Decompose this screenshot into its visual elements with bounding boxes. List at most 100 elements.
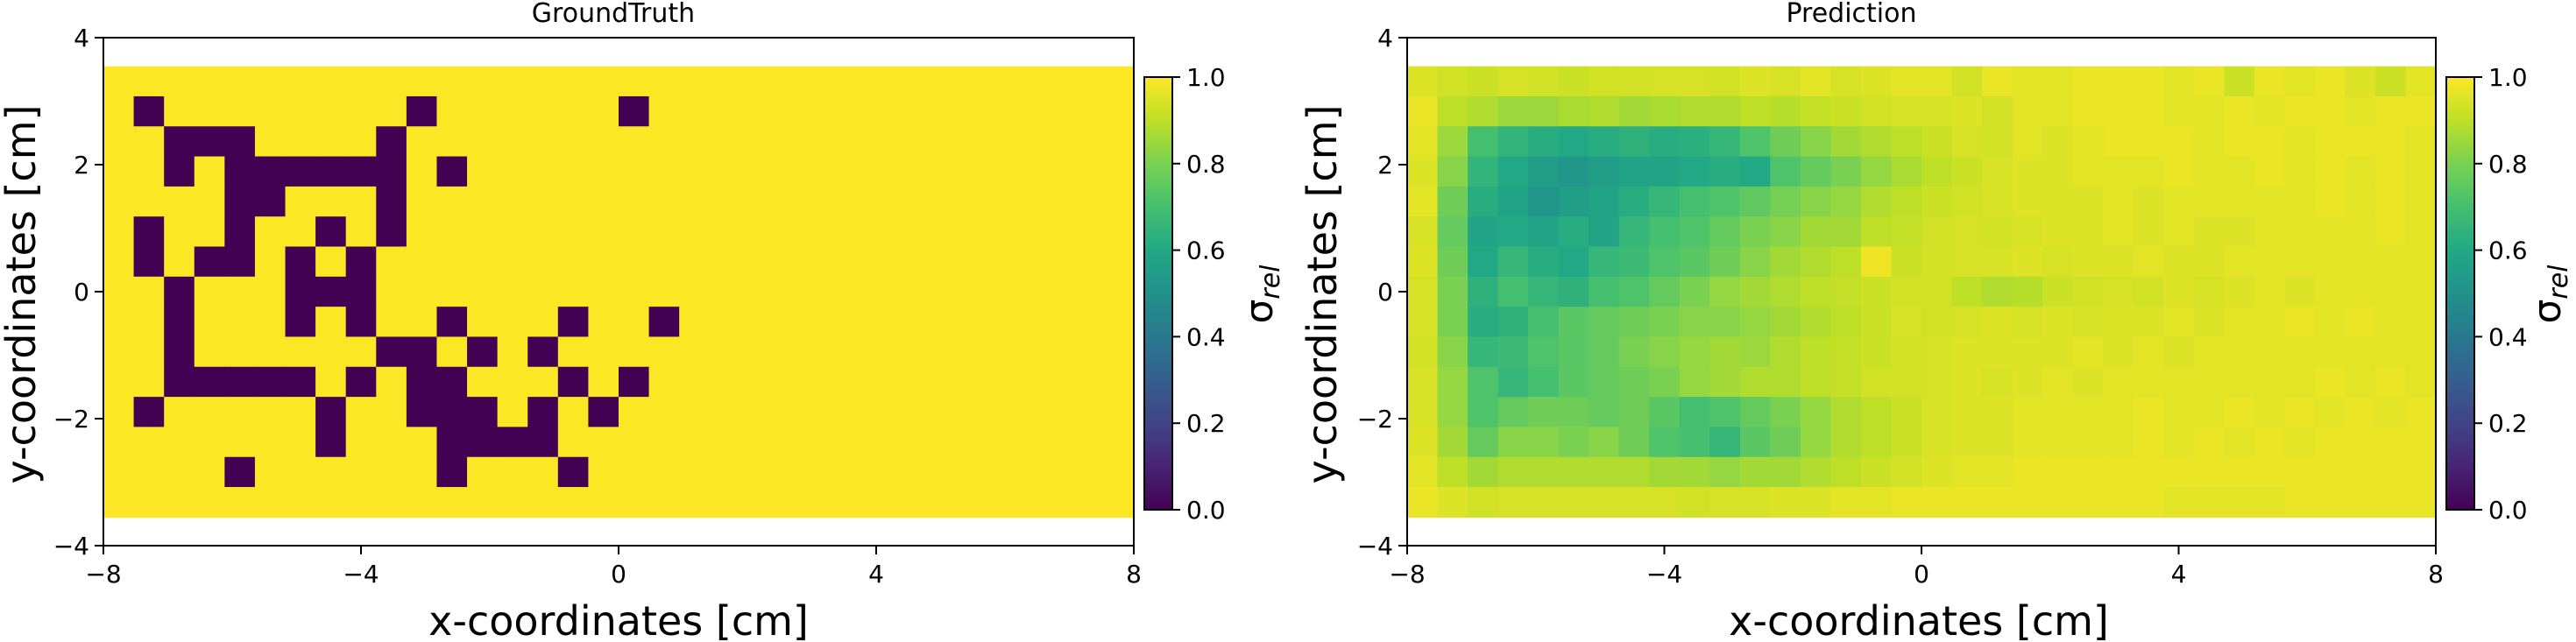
heatmap-cell bbox=[588, 307, 619, 338]
heatmap-cell bbox=[709, 246, 740, 278]
heatmap-cell bbox=[1012, 126, 1044, 158]
heatmap-cell bbox=[1770, 397, 1801, 428]
heatmap-cell bbox=[1012, 66, 1044, 97]
colorbar-tick-label: 0.0 bbox=[2488, 496, 2528, 525]
heatmap-cell bbox=[2163, 126, 2195, 158]
heatmap-cell bbox=[2133, 95, 2164, 127]
heatmap-cell bbox=[1558, 186, 1589, 217]
heatmap-cell bbox=[679, 307, 711, 338]
heatmap-cell bbox=[1407, 427, 1439, 458]
heatmap-cell bbox=[1891, 427, 1922, 458]
heatmap-cell bbox=[1012, 216, 1044, 248]
heatmap-cell bbox=[2042, 276, 2074, 307]
x-tick-label: 0 bbox=[1914, 560, 1929, 589]
heatmap-cell bbox=[436, 66, 468, 97]
heatmap-cell bbox=[1830, 186, 1862, 217]
heatmap-cell bbox=[679, 336, 711, 368]
heatmap-cell bbox=[345, 336, 377, 368]
heatmap-cell bbox=[1679, 276, 1710, 307]
heatmap-cell bbox=[1800, 216, 1832, 248]
heatmap-cell bbox=[860, 276, 892, 307]
heatmap-cell bbox=[1043, 246, 1074, 278]
heatmap-cell bbox=[2314, 427, 2346, 458]
heatmap-cell bbox=[2012, 66, 2043, 97]
heatmap-cell bbox=[285, 66, 316, 97]
heatmap-cell bbox=[709, 186, 740, 217]
heatmap-cell bbox=[921, 126, 953, 158]
heatmap-cell bbox=[133, 307, 165, 338]
heatmap-cell bbox=[2042, 216, 2074, 248]
x-axis-label: x-coordinates [cm] bbox=[1729, 597, 2109, 642]
heatmap-cell bbox=[1043, 216, 1074, 248]
heatmap-cell bbox=[2042, 95, 2074, 127]
heatmap-cell bbox=[860, 126, 892, 158]
heatmap-cell bbox=[709, 95, 740, 127]
heatmap-cell bbox=[769, 456, 802, 488]
heatmap-cell bbox=[436, 336, 468, 368]
heatmap-cell bbox=[2254, 66, 2285, 97]
heatmap-cell bbox=[740, 126, 771, 158]
heatmap-cell bbox=[527, 156, 559, 187]
heatmap-cell bbox=[1982, 156, 2013, 187]
heatmap-cell bbox=[103, 276, 135, 307]
heatmap-cell bbox=[1860, 246, 1893, 278]
heatmap-cell bbox=[103, 487, 135, 518]
heatmap-cell bbox=[497, 126, 528, 158]
heatmap-cell bbox=[254, 156, 287, 187]
heatmap-cell bbox=[1497, 307, 1529, 338]
heatmap-cell bbox=[133, 156, 165, 187]
heatmap-cell bbox=[921, 246, 953, 278]
heatmap-cell bbox=[2163, 366, 2195, 398]
heatmap-cell bbox=[2193, 366, 2225, 398]
heatmap-cell bbox=[194, 216, 225, 248]
heatmap-cell bbox=[345, 186, 377, 217]
heatmap-cell bbox=[1618, 427, 1650, 458]
heatmap-cell bbox=[1951, 307, 1983, 338]
heatmap-cell bbox=[831, 246, 862, 278]
heatmap-cell bbox=[860, 427, 892, 458]
heatmap-cell bbox=[1982, 276, 2013, 307]
heatmap-cell bbox=[1982, 366, 2013, 398]
heatmap-cell bbox=[2012, 216, 2043, 248]
heatmap-cell bbox=[1921, 427, 1953, 458]
heatmap-cell bbox=[648, 126, 680, 158]
heatmap-cell bbox=[315, 366, 347, 398]
heatmap-cell bbox=[2314, 487, 2346, 518]
heatmap-cell bbox=[619, 456, 650, 488]
heatmap-cell bbox=[619, 276, 650, 307]
heatmap-cell bbox=[2224, 156, 2255, 187]
heatmap-cell bbox=[2284, 66, 2316, 97]
heatmap-cell bbox=[2314, 307, 2346, 338]
heatmap-cell bbox=[1497, 276, 1529, 307]
heatmap-cell bbox=[588, 95, 619, 127]
heatmap-cell bbox=[254, 276, 287, 307]
heatmap-cell bbox=[345, 276, 377, 307]
heatmap-cell bbox=[254, 216, 287, 248]
heatmap-cell bbox=[224, 126, 256, 158]
heatmap-cell bbox=[1528, 216, 1560, 248]
heatmap-cell bbox=[1072, 307, 1105, 338]
heatmap-cell bbox=[1012, 186, 1044, 217]
heatmap-cell bbox=[1558, 276, 1589, 307]
heatmap-cell bbox=[2163, 307, 2195, 338]
heatmap-cell bbox=[1679, 156, 1710, 187]
heatmap-cell bbox=[285, 126, 316, 158]
heatmap-cell bbox=[285, 456, 316, 488]
heatmap-cell bbox=[2072, 156, 2104, 187]
heatmap-cell bbox=[648, 156, 680, 187]
heatmap-cell bbox=[1558, 397, 1589, 428]
heatmap-cell bbox=[2193, 276, 2225, 307]
y-tick-label: −4 bbox=[53, 532, 89, 561]
heatmap-cell bbox=[1860, 186, 1893, 217]
heatmap-cell bbox=[1558, 427, 1589, 458]
heatmap-cell bbox=[1497, 366, 1529, 398]
heatmap-cell bbox=[2224, 276, 2255, 307]
heatmap-cell bbox=[2042, 366, 2074, 398]
heatmap-cell bbox=[800, 336, 832, 368]
heatmap-cell bbox=[1012, 427, 1044, 458]
heatmap-cell bbox=[376, 336, 407, 368]
heatmap-cell bbox=[1558, 366, 1589, 398]
heatmap-cell bbox=[1618, 186, 1650, 217]
heatmap-cell bbox=[831, 336, 862, 368]
heatmap-cell bbox=[1407, 216, 1439, 248]
